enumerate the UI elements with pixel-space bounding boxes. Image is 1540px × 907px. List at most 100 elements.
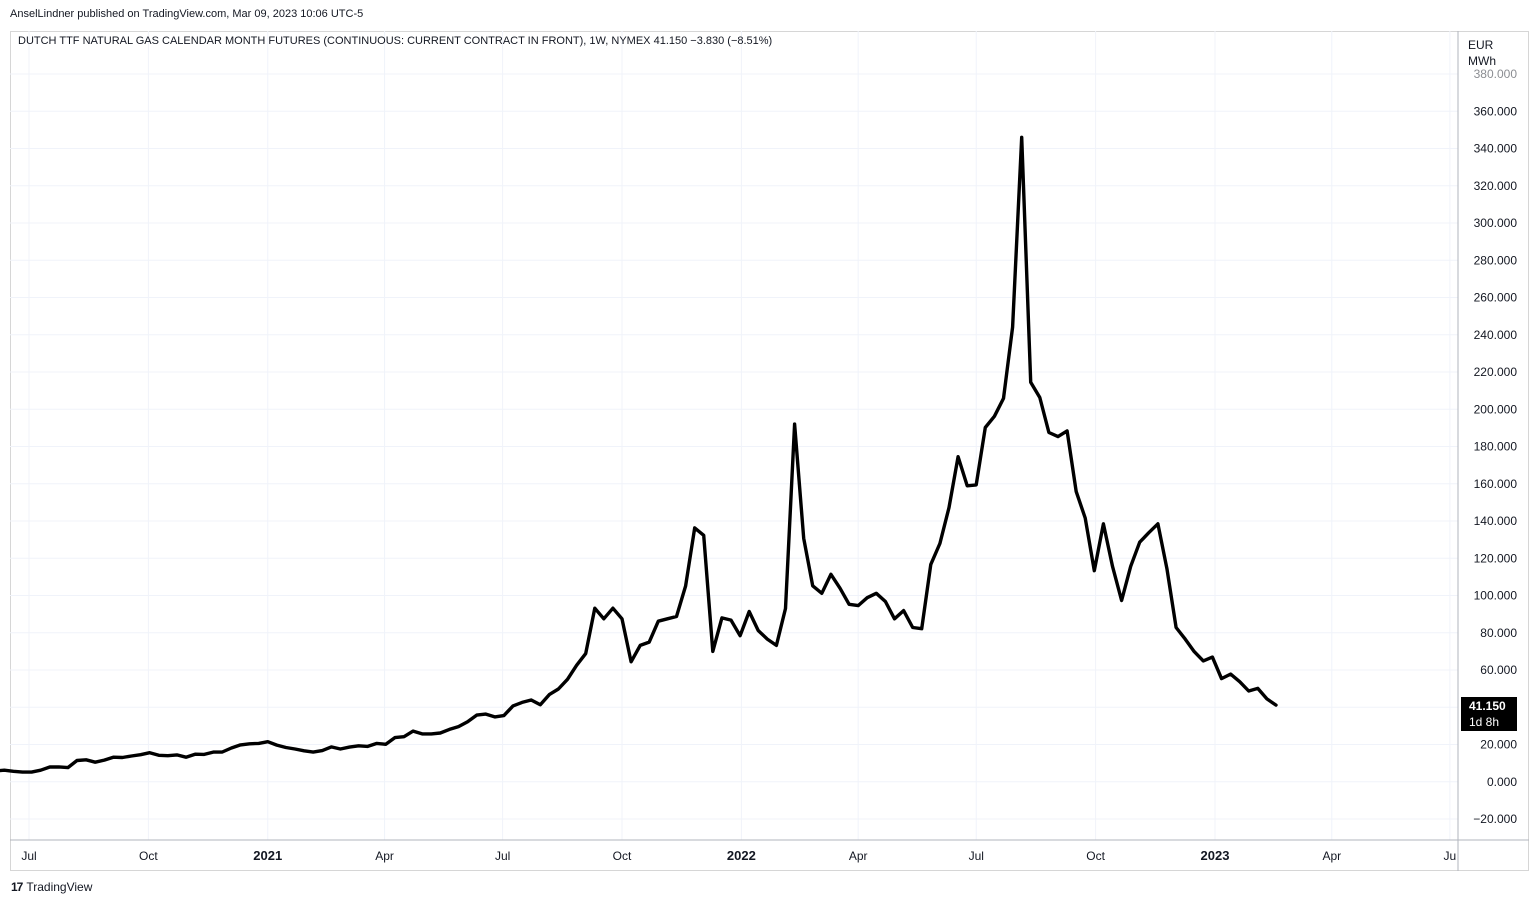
data-point[interactable] — [502, 714, 505, 717]
chart-frame[interactable] — [10, 31, 1529, 871]
data-point[interactable] — [48, 766, 51, 769]
data-point[interactable] — [121, 756, 124, 759]
data-point[interactable] — [94, 761, 97, 764]
data-point[interactable] — [702, 534, 705, 537]
data-point[interactable] — [130, 755, 133, 758]
data-point[interactable] — [948, 506, 951, 509]
data-point[interactable] — [530, 699, 533, 702]
data-point[interactable] — [66, 766, 69, 769]
data-point[interactable] — [811, 584, 814, 587]
data-point[interactable] — [1011, 326, 1014, 329]
data-point[interactable] — [1029, 381, 1032, 384]
data-point[interactable] — [266, 740, 269, 743]
data-point[interactable] — [866, 596, 869, 599]
data-point[interactable] — [203, 753, 206, 756]
data-point[interactable] — [1093, 569, 1096, 572]
data-point[interactable] — [1211, 656, 1214, 659]
data-point[interactable] — [230, 747, 233, 750]
data-point[interactable] — [1229, 673, 1232, 676]
data-point[interactable] — [593, 607, 596, 610]
data-point[interactable] — [21, 771, 24, 774]
data-point[interactable] — [621, 617, 624, 620]
data-point[interactable] — [584, 652, 587, 655]
data-point[interactable] — [1184, 638, 1187, 641]
data-point[interactable] — [139, 753, 142, 756]
data-point[interactable] — [611, 607, 614, 610]
data-point[interactable] — [984, 426, 987, 429]
data-point[interactable] — [1202, 659, 1205, 662]
data-point[interactable] — [575, 664, 578, 667]
data-point[interactable] — [684, 585, 687, 588]
data-point[interactable] — [1193, 650, 1196, 653]
data-point[interactable] — [539, 703, 542, 706]
data-point[interactable] — [521, 701, 524, 704]
data-point[interactable] — [157, 754, 160, 757]
data-point[interactable] — [493, 715, 496, 718]
data-point[interactable] — [248, 742, 251, 745]
data-point[interactable] — [1020, 136, 1023, 139]
data-point[interactable] — [275, 744, 278, 747]
data-point[interactable] — [76, 759, 79, 762]
data-point[interactable] — [693, 526, 696, 529]
data-point[interactable] — [902, 609, 905, 612]
data-point[interactable] — [1247, 690, 1250, 693]
tradingview-brand[interactable]: 17 TradingView — [11, 880, 92, 894]
data-point[interactable] — [166, 754, 169, 757]
data-point[interactable] — [1057, 435, 1060, 438]
data-point[interactable] — [893, 617, 896, 620]
data-point[interactable] — [303, 749, 306, 752]
data-point[interactable] — [548, 693, 551, 696]
data-point[interactable] — [557, 688, 560, 691]
data-point[interactable] — [911, 626, 914, 629]
data-point[interactable] — [39, 769, 42, 772]
data-point[interactable] — [666, 617, 669, 620]
data-point[interactable] — [875, 592, 878, 595]
data-point[interactable] — [766, 638, 769, 641]
data-point[interactable] — [1256, 687, 1259, 690]
data-point[interactable] — [793, 423, 796, 426]
data-point[interactable] — [3, 769, 6, 772]
data-point[interactable] — [430, 732, 433, 735]
data-point[interactable] — [321, 749, 324, 752]
data-point[interactable] — [829, 573, 832, 576]
data-point[interactable] — [1166, 568, 1169, 571]
data-point[interactable] — [1147, 531, 1150, 534]
data-point[interactable] — [475, 714, 478, 717]
data-point[interactable] — [975, 483, 978, 486]
data-point[interactable] — [639, 644, 642, 647]
data-point[interactable] — [675, 615, 678, 618]
data-point[interactable] — [393, 736, 396, 739]
data-point[interactable] — [12, 770, 15, 773]
data-point[interactable] — [366, 745, 369, 748]
data-point[interactable] — [330, 745, 333, 748]
data-point[interactable] — [1156, 522, 1159, 525]
data-point[interactable] — [221, 751, 224, 754]
data-point[interactable] — [775, 644, 778, 647]
data-point[interactable] — [784, 607, 787, 610]
data-point[interactable] — [375, 742, 378, 745]
data-point[interactable] — [1238, 680, 1241, 683]
data-point[interactable] — [802, 537, 805, 540]
data-point[interactable] — [185, 756, 188, 759]
data-point[interactable] — [412, 730, 415, 733]
data-point[interactable] — [857, 604, 860, 607]
data-point[interactable] — [421, 732, 424, 735]
data-point[interactable] — [938, 542, 941, 545]
data-point[interactable] — [820, 592, 823, 595]
data-point[interactable] — [466, 720, 469, 723]
data-point[interactable] — [1175, 626, 1178, 629]
data-point[interactable] — [1075, 490, 1078, 493]
data-point[interactable] — [566, 678, 569, 681]
data-point[interactable] — [920, 627, 923, 630]
data-point[interactable] — [748, 610, 751, 613]
data-point[interactable] — [85, 758, 88, 761]
data-point[interactable] — [1002, 397, 1005, 400]
data-point[interactable] — [484, 713, 487, 716]
data-point[interactable] — [966, 484, 969, 487]
data-point[interactable] — [30, 771, 33, 774]
data-point[interactable] — [1120, 599, 1123, 602]
data-point[interactable] — [194, 753, 197, 756]
data-point[interactable] — [1265, 697, 1268, 700]
data-point[interactable] — [257, 742, 260, 745]
